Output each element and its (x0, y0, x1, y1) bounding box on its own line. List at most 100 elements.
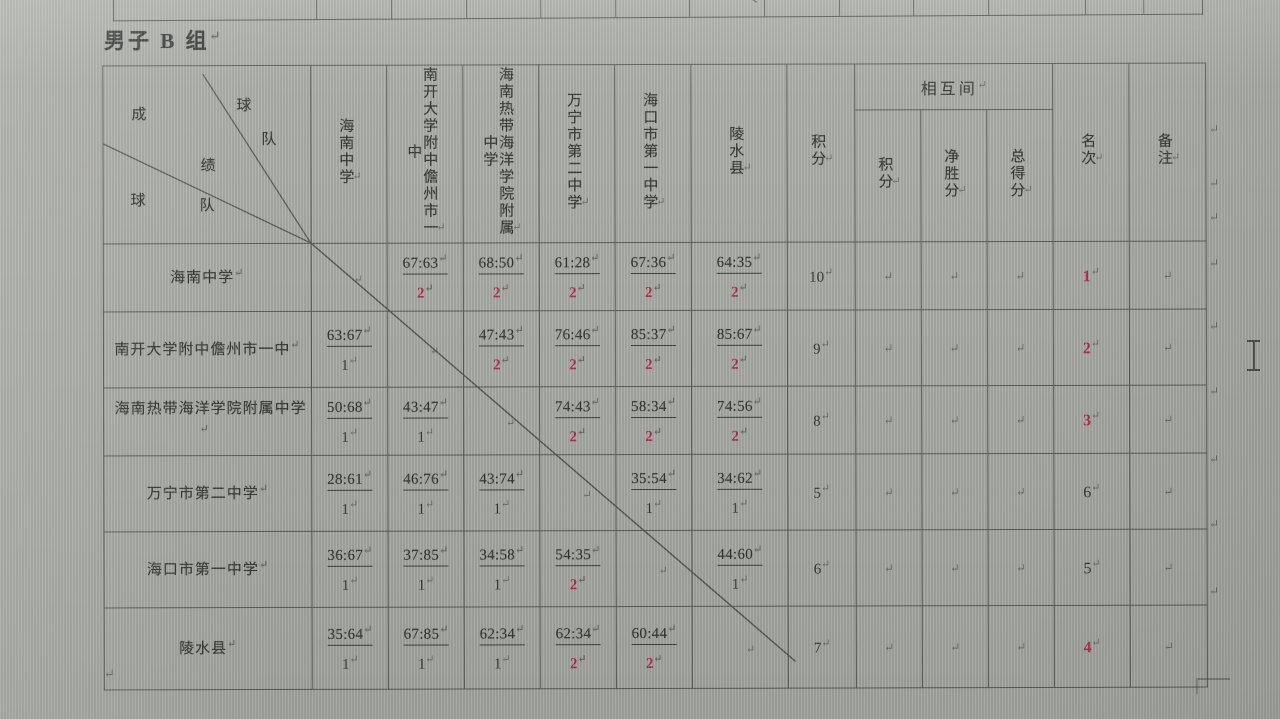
pilcrow-mark: ↵ (353, 274, 364, 287)
col-header-team-5: 海口市第一中学↵ (614, 64, 692, 243)
row-h2h-net: ↵ (921, 309, 988, 386)
row-rank: 5↵ (1053, 529, 1131, 606)
row-team-name: 南开大学附中儋州市一中↵ (103, 311, 312, 388)
row-total-points: 10↵ (787, 241, 856, 311)
margin-pilcrow-column: ↵ ↵ ↵ ↵ ↵ ↵ ↵ ↵ ↵ (1209, 64, 1231, 664)
pilcrow-mark: ↵ (1015, 340, 1026, 355)
standings-table-wrapper: 成 绩 球 队 球 队 海南中学↵ 南开大学附中儋州市一中↵ 海南热带海洋学院附… (102, 63, 1208, 690)
total-points-value: 7↵ (813, 637, 831, 657)
row-h2h-total: ↵ (987, 529, 1055, 606)
pilcrow-mark: ↵ (745, 643, 756, 656)
table-row: 南开大学附中儋州市一中↵ 63:67↵ 1↵ ↵ 47:43↵ 2↵ 76:46↵ 2↵ 85:… (103, 309, 1207, 388)
match-score: 67:36↵ (630, 250, 676, 275)
rank-value: 1 (1082, 268, 1091, 286)
row-total-points: 5↵ (787, 453, 856, 531)
match-score: 67:85↵ (403, 622, 449, 646)
rank-value: 5 (1083, 560, 1092, 578)
row-h2h-total: ↵ (988, 605, 1055, 688)
corner-label-score: 成 (131, 107, 148, 124)
previous-table-fragment: ↵ ↵ ↵ ↵ ↵ (112, 0, 1204, 22)
corner-label-score2: 绩 (200, 158, 217, 175)
col-header-label: 净胜分 (942, 147, 959, 199)
match-score: 74:43↵ (554, 395, 601, 419)
pilcrow-mark: ↵ (884, 639, 895, 654)
pilcrow-mark: ↵ (950, 639, 961, 654)
result-cell-self: ↵ (539, 454, 616, 531)
pilcrow-mark: ↵ (1163, 639, 1174, 654)
result-cell: 74:56↵ 2↵ (691, 386, 788, 455)
result-cell: 46:76↵ 1↵ (387, 454, 464, 532)
result-cell-self: ↵ (311, 243, 388, 312)
row-h2h-net: ↵ (921, 385, 988, 454)
row-h2h-total: ↵ (987, 453, 1054, 530)
total-points-value: 5↵ (813, 482, 831, 502)
match-score: 64:35↵ (716, 250, 762, 274)
col-header-h2h-net: 净胜分↵ (920, 109, 988, 242)
col-header-label: 备注 (1155, 132, 1172, 167)
match-points: 1↵ (341, 653, 359, 673)
row-remarks: ↵ (1129, 385, 1207, 454)
pilcrow-mark: ↵ (1209, 384, 1220, 398)
match-score: 34:58↵ (479, 543, 525, 567)
rank-value: 6 (1083, 484, 1092, 502)
match-points: 2↵ (568, 282, 586, 302)
row-team-name: 陵水县↵ (104, 607, 313, 690)
row-h2h-points: ↵ (855, 309, 922, 386)
result-cell: 64:35↵ 2↵ (691, 242, 788, 311)
match-score: 63:67↵ (326, 323, 373, 347)
row-rank: 2↵ (1053, 309, 1130, 386)
row-remarks: ↵ (1129, 309, 1207, 386)
table-row: 海南中学↵ ↵ 67:63↵ 2↵ 68:50↵ 2↵ 61:28↵ 2↵ 67:36↵ 2↵ 64… (103, 241, 1207, 312)
pilcrow-mark: ↵ (1162, 340, 1174, 355)
match-points: 1↵ (341, 354, 358, 374)
table-row: 海南热带海洋学院附属中学↵ 50:68↵ 1↵ 43:47↵ 1↵ ↵ 74:43↵ 2↵ 58… (103, 385, 1207, 456)
row-h2h-points: ↵ (855, 241, 922, 310)
row-h2h-net: ↵ (922, 605, 989, 688)
result-cell-self: ↵ (463, 386, 540, 455)
corner-label-team-top: 球 (236, 98, 253, 115)
result-cell: 61:28↵ 2↵ (539, 242, 616, 311)
col-header-points: 积分↵ (786, 63, 856, 243)
row-h2h-net: ↵ (921, 453, 988, 530)
result-cell-self: ↵ (692, 606, 789, 689)
row-h2h-total: ↵ (987, 385, 1054, 454)
pilcrow-mark: ↵ (1162, 268, 1173, 283)
row-total-points: 6↵ (787, 529, 857, 607)
table-row: 海口市第一中学↵ 36:67↵ 1↵ 37:85↵ 1↵ 34:58↵ 1↵ 54:35↵ 2↵… (103, 529, 1208, 608)
match-score: 37:85↵ (403, 543, 449, 567)
row-h2h-points: ↵ (856, 605, 923, 688)
team-name-label: 海南中学↵ (170, 267, 245, 287)
page-title: 男子 B 组↵ (104, 25, 220, 55)
result-cell: 54:35↵ 2↵ (539, 530, 617, 607)
result-cell: 62:34↵ 1↵ (464, 606, 541, 689)
corner-header-cell: 成 绩 球 队 球 队 (102, 65, 312, 244)
row-team-name: 万宁市第二中学↵ (103, 455, 312, 532)
match-score: 34:62↵ (717, 466, 763, 490)
col-header-h2h-points: 积分↵ (854, 109, 922, 242)
match-points: 1↵ (493, 653, 511, 673)
result-cell: 85:67↵ 2↵ (691, 310, 788, 387)
total-points-value: 10↵ (809, 266, 834, 286)
result-cell: 68:50↵ 2↵ (463, 242, 540, 312)
col-header-h2h-total: 总得分↵ (986, 109, 1054, 242)
match-points: 1↵ (341, 574, 359, 594)
row-h2h-points: ↵ (855, 453, 922, 530)
result-cell: 44:60↵ 1↵ (691, 530, 789, 607)
col-header-remarks: 备注↵ (1128, 63, 1207, 242)
match-score: 68:50↵ (478, 251, 524, 275)
col-header-team-4: 万宁市第二中学↵ (538, 64, 616, 243)
row-team-name: 海南热带海洋学院附属中学↵ (103, 387, 312, 456)
match-points: 2↵ (493, 354, 510, 374)
col-header-head-to-head-group: 相互间↵ (854, 63, 1053, 110)
pilcrow-mark: ↵ (1163, 412, 1174, 427)
result-cell: 67:36↵ 2↵ (615, 242, 692, 311)
match-points: 2↵ (731, 425, 749, 445)
rank-value: 4 (1083, 639, 1092, 657)
row-h2h-net: ↵ (921, 241, 988, 310)
pilcrow-mark: ↵ (1209, 319, 1220, 333)
row-remarks: ↵ (1129, 529, 1208, 606)
match-points: 1↵ (417, 426, 435, 446)
total-points-value: 8↵ (813, 410, 831, 430)
result-cell: 28:61↵ 1↵ (311, 455, 388, 532)
col-header-label: 海南热带海洋学院附属中学 (481, 66, 514, 237)
